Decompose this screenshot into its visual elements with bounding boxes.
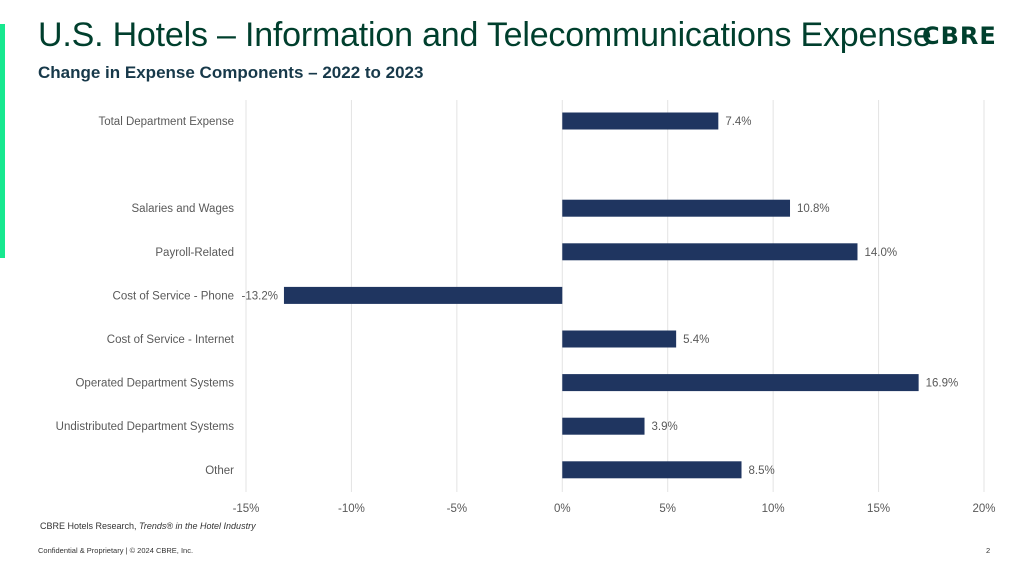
category-label: Undistributed Department Systems bbox=[56, 421, 235, 433]
bar bbox=[562, 243, 858, 261]
footer-text: Confidential & Proprietary | © 2024 CBRE… bbox=[38, 546, 194, 555]
bar bbox=[562, 199, 791, 217]
bar bbox=[562, 374, 919, 392]
bar bbox=[562, 330, 677, 348]
category-label: Other bbox=[205, 465, 234, 477]
value-label: 8.5% bbox=[749, 465, 775, 477]
value-label: 10.8% bbox=[797, 203, 830, 215]
x-tick-label: 0% bbox=[554, 503, 571, 515]
slide-title: U.S. Hotels – Information and Telecommun… bbox=[38, 16, 932, 54]
source-publication: Trends® in the Hotel Industry bbox=[139, 521, 256, 531]
category-label: Payroll-Related bbox=[155, 247, 234, 259]
category-label: Salaries and Wages bbox=[132, 203, 235, 215]
value-label: -13.2% bbox=[242, 290, 278, 302]
category-label: Cost of Service - Phone bbox=[113, 290, 234, 302]
x-tick-label: 20% bbox=[972, 503, 995, 515]
x-tick-label: 10% bbox=[762, 503, 785, 515]
source-prefix: CBRE Hotels Research, bbox=[40, 521, 140, 531]
page-number: 2 bbox=[986, 546, 991, 555]
value-label: 5.4% bbox=[683, 334, 709, 346]
bar bbox=[562, 461, 742, 479]
bar bbox=[562, 417, 645, 435]
category-label: Total Department Expense bbox=[98, 116, 234, 128]
value-label: 14.0% bbox=[864, 247, 897, 259]
value-label: 3.9% bbox=[652, 421, 678, 433]
bar bbox=[562, 112, 719, 130]
slide-subtitle: Change in Expense Components – 2022 to 2… bbox=[38, 63, 424, 82]
bar bbox=[283, 286, 563, 304]
accent-bar bbox=[0, 24, 5, 258]
x-tick-label: 15% bbox=[867, 503, 890, 515]
x-tick-label: 5% bbox=[659, 503, 676, 515]
category-label: Operated Department Systems bbox=[75, 378, 234, 390]
x-tick-label: -15% bbox=[233, 503, 260, 515]
value-label: 16.9% bbox=[926, 378, 959, 390]
x-tick-label: -10% bbox=[338, 503, 365, 515]
x-tick-label: -5% bbox=[447, 503, 467, 515]
category-label: Cost of Service - Internet bbox=[107, 334, 235, 346]
value-label: 7.4% bbox=[725, 116, 751, 128]
cbre-logo: CBRE bbox=[922, 22, 997, 50]
source-note: CBRE Hotels Research, Trends® in the Hot… bbox=[40, 521, 256, 531]
